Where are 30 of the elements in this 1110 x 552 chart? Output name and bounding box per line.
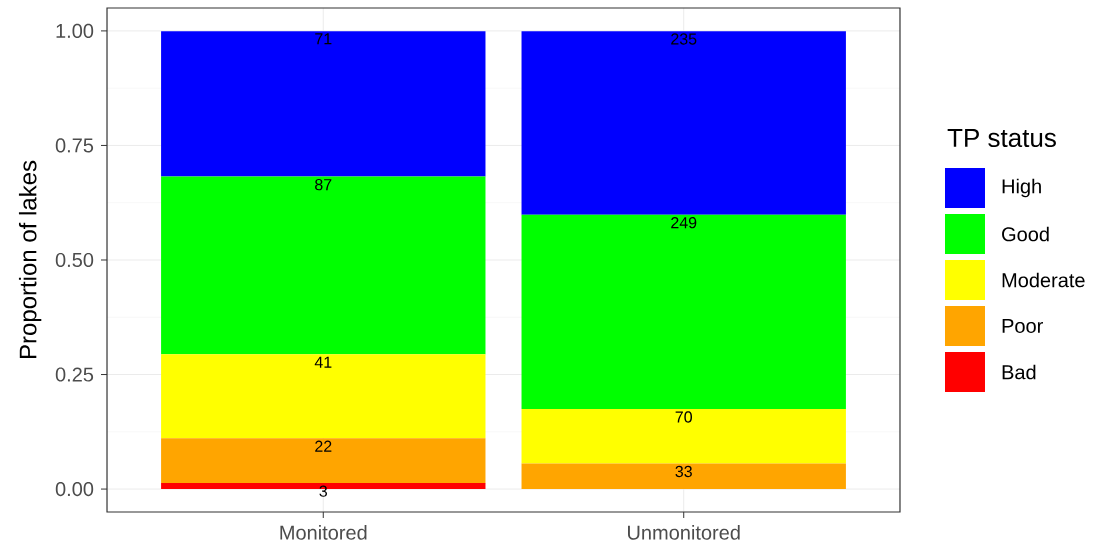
bar — [161, 438, 486, 484]
y-tick-label: 0.25 — [55, 367, 94, 382]
annotation: 235 — [671, 33, 697, 45]
annotation: 249 — [671, 217, 697, 229]
y-tick-label: 0.00 — [55, 482, 94, 497]
y-tick-label: 0.75 — [55, 138, 94, 153]
annotation: 33 — [675, 465, 692, 478]
legend-label: Good — [1002, 226, 1049, 242]
bar — [521, 463, 846, 490]
annotation: 71 — [315, 33, 332, 45]
legend-label: Poor — [1002, 319, 1043, 333]
bar — [161, 354, 486, 439]
annotation: 87 — [315, 179, 332, 191]
bar — [521, 31, 846, 215]
bar — [161, 31, 486, 177]
x-tick-label: Unmonitored — [628, 525, 740, 540]
bar — [161, 176, 486, 355]
legend-label: Bad — [1002, 364, 1036, 380]
legend-label: High — [1002, 178, 1041, 198]
annotation: 41 — [314, 356, 332, 368]
y-tick-label: 0.50 — [55, 252, 94, 268]
y-axis-title: Proportion of lakes — [18, 160, 42, 359]
legend-label: Moderate — [1002, 272, 1085, 288]
x-tick-label: Monitored — [280, 525, 367, 540]
y-tick-label: 1.00 — [56, 23, 94, 38]
annotation: 70 — [675, 411, 692, 423]
annotation: 22 — [315, 440, 332, 452]
legend-title: TP status — [947, 128, 1056, 148]
bar — [521, 408, 846, 464]
bar — [521, 214, 846, 409]
